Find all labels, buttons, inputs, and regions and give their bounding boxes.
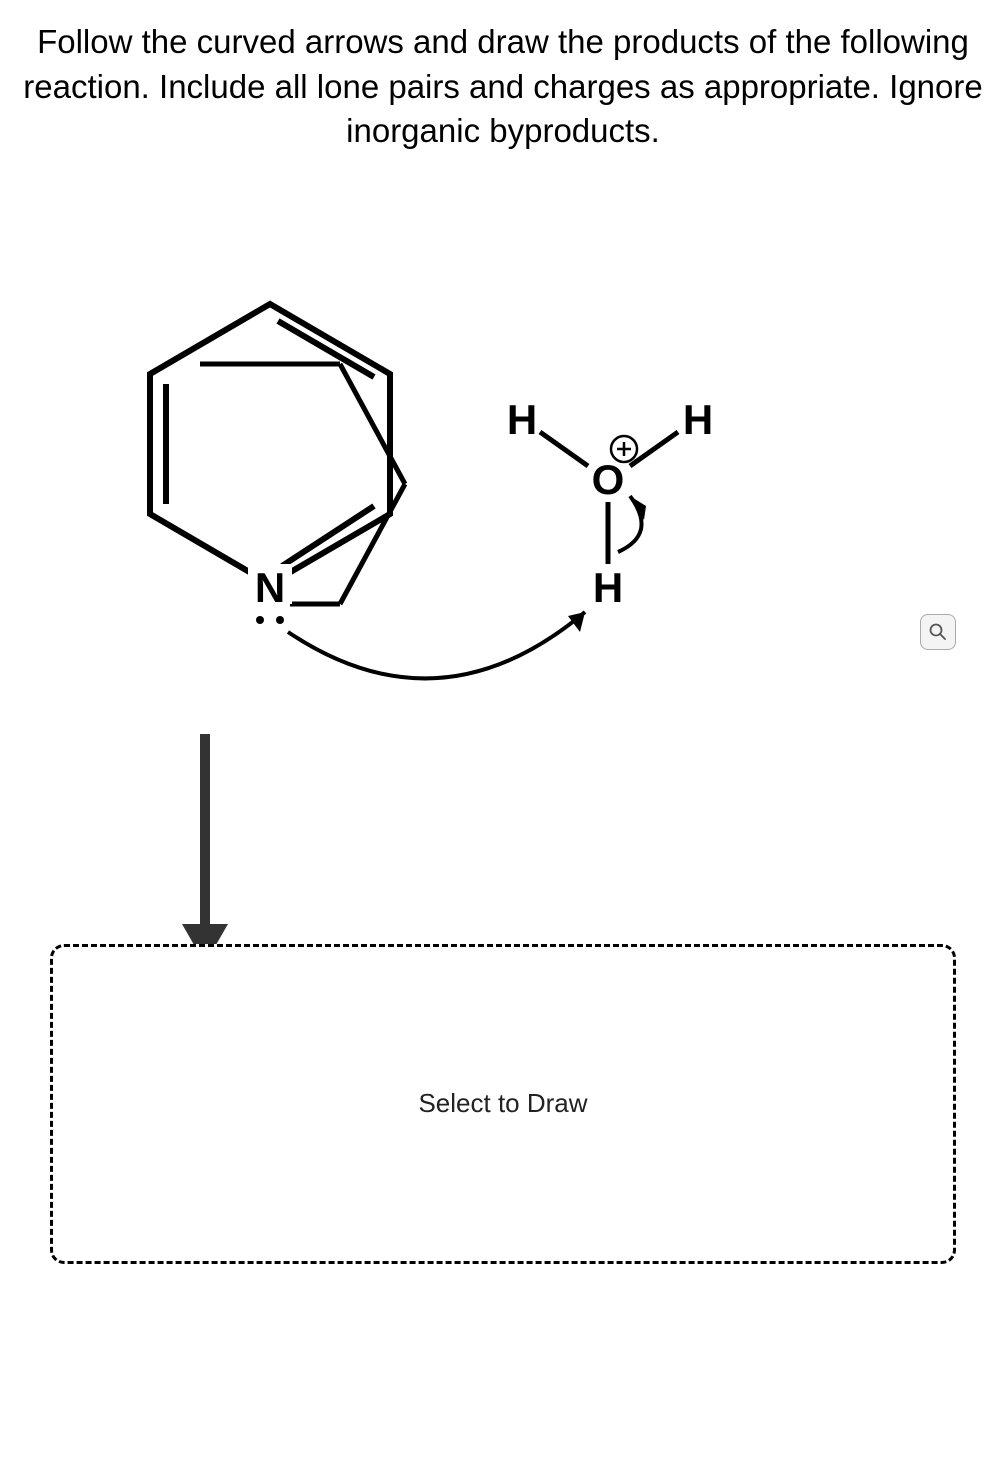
magnifier-icon bbox=[929, 623, 947, 641]
oxygen-label: O bbox=[592, 456, 625, 503]
reaction-diagram: N O H H H bbox=[10, 194, 996, 944]
nitrogen-label: N bbox=[255, 564, 285, 611]
zoom-button[interactable] bbox=[920, 614, 956, 650]
reaction-arrow bbox=[182, 734, 228, 944]
lone-pair-dot bbox=[276, 616, 284, 624]
answer-draw-area[interactable]: Select to Draw bbox=[50, 944, 956, 1264]
answer-placeholder-text: Select to Draw bbox=[418, 1088, 587, 1119]
curved-arrow-lonepair-to-h bbox=[288, 612, 585, 678]
curved-arrow-bond-to-o bbox=[618, 496, 646, 552]
lone-pair-dot bbox=[256, 616, 264, 624]
hydrogen-right-label: H bbox=[683, 396, 713, 443]
hydronium-structure: O H H H bbox=[507, 396, 713, 611]
hydrogen-left-label: H bbox=[507, 396, 537, 443]
hydrogen-bottom-label: H bbox=[593, 564, 623, 611]
question-instructions: Follow the curved arrows and draw the pr… bbox=[10, 20, 996, 154]
